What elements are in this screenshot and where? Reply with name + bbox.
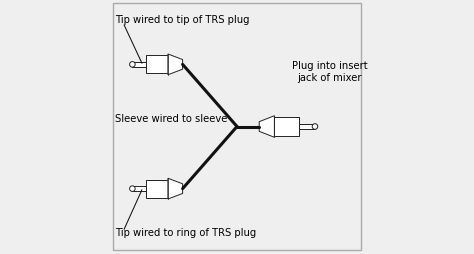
Polygon shape: [168, 179, 182, 199]
Polygon shape: [274, 118, 299, 136]
Polygon shape: [146, 180, 168, 198]
Text: Tip wired to tip of TRS plug: Tip wired to tip of TRS plug: [115, 14, 250, 25]
Polygon shape: [259, 116, 274, 138]
Polygon shape: [168, 55, 182, 75]
Text: Plug into insert
jack of mixer: Plug into insert jack of mixer: [292, 61, 367, 82]
Polygon shape: [299, 125, 315, 129]
Polygon shape: [132, 187, 146, 191]
Polygon shape: [132, 63, 146, 67]
Text: Tip wired to ring of TRS plug: Tip wired to ring of TRS plug: [115, 227, 256, 237]
Text: Sleeve wired to sleeve: Sleeve wired to sleeve: [115, 113, 228, 123]
Polygon shape: [146, 56, 168, 74]
Circle shape: [312, 124, 318, 130]
Circle shape: [129, 186, 135, 192]
Circle shape: [129, 62, 135, 68]
